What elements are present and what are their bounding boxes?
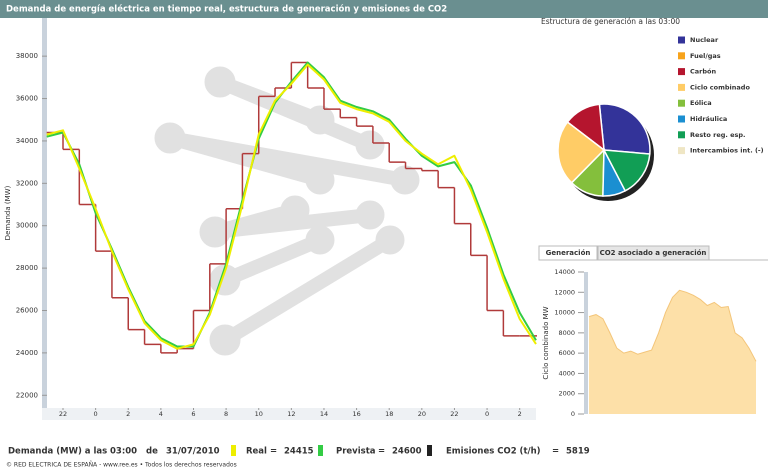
y-tick-label: 0 xyxy=(571,410,575,418)
y-tick-label: 34000 xyxy=(16,137,38,145)
y-tick-label: 4000 xyxy=(558,369,575,377)
real-value: 24415 xyxy=(284,447,314,457)
x-tick-label: 16 xyxy=(352,410,360,418)
y-tick-label: 32000 xyxy=(16,179,38,187)
x-axis-band xyxy=(42,408,536,420)
y-tick-label: 28000 xyxy=(16,264,38,272)
tab-label[interactable]: Generación xyxy=(546,249,591,257)
y-tick-label: 38000 xyxy=(16,52,38,60)
footer: © RED ELECTRICA DE ESPAÑA - www.ree.es •… xyxy=(6,462,237,469)
equals: = xyxy=(378,447,385,457)
x-tick-label: 22 xyxy=(59,410,67,418)
co2-value: 5819 xyxy=(566,447,590,457)
legend-swatch xyxy=(678,99,685,107)
prevista-value: 24600 xyxy=(392,447,422,457)
x-tick-label: 2 xyxy=(126,410,130,418)
x-tick-label: 18 xyxy=(385,410,393,418)
y-tick-label: 24000 xyxy=(16,349,38,357)
header-title: Demanda de energía eléctrica en tiempo r… xyxy=(6,4,447,15)
prevista-swatch xyxy=(318,445,323,456)
legend-swatch xyxy=(678,83,685,91)
y-axis-label: Demanda (MW) xyxy=(4,185,12,240)
prevista-label: Prevista xyxy=(336,447,376,457)
legend-swatch xyxy=(678,52,685,60)
pie-slice xyxy=(602,149,651,192)
pie-slice xyxy=(557,121,606,184)
legend-swatch xyxy=(678,131,685,139)
legend-label: Ciclo combinado xyxy=(690,83,750,91)
y-tick-label: 6000 xyxy=(558,349,575,357)
legend-swatch xyxy=(678,147,685,155)
area-line xyxy=(588,289,757,362)
x-tick-label: 6 xyxy=(191,410,195,418)
info-bar: Demanda (MW) a las 03:00 de 31/07/2010 R… xyxy=(8,445,590,457)
legend-swatch xyxy=(678,115,685,123)
x-tick-label: 14 xyxy=(320,410,328,418)
pie-title: Estructura de generación a las 03:00 xyxy=(541,17,680,26)
y-tick-label: 2000 xyxy=(558,390,575,398)
x-tick-label: 8 xyxy=(224,410,228,418)
x-tick-label: 22 xyxy=(450,410,458,418)
x-tick-label: 10 xyxy=(255,410,263,418)
y-tick-label: 26000 xyxy=(16,307,38,315)
y-axis-bar xyxy=(42,18,47,408)
legend-label: Fuel/gas xyxy=(690,52,721,60)
x-tick-label: 0 xyxy=(485,410,489,418)
legend-label: Intercambios int. (-) xyxy=(690,147,764,155)
y-tick-label: 22000 xyxy=(16,391,38,399)
x-tick-label: 2 xyxy=(518,410,522,418)
info-label: Demanda (MW) a las xyxy=(8,447,107,457)
y-tick-label: 12000 xyxy=(554,288,575,296)
y-tick-label: 36000 xyxy=(16,95,38,103)
area-y-axis-bar xyxy=(584,272,588,414)
info-date: 31/07/2010 xyxy=(166,447,220,457)
equals: = xyxy=(552,447,559,457)
x-tick-label: 20 xyxy=(418,410,426,418)
y-tick-label: 30000 xyxy=(16,222,38,230)
real-swatch xyxy=(231,445,236,456)
x-tick-label: 12 xyxy=(287,410,295,418)
series-line xyxy=(46,63,537,350)
pie-slice xyxy=(598,103,651,155)
y-tick-label: 14000 xyxy=(554,268,575,276)
y-tick-label: 8000 xyxy=(558,329,575,337)
legend-swatch xyxy=(678,36,685,44)
area-y-label: Ciclo combinado MW xyxy=(542,306,550,379)
legend-label: Carbón xyxy=(690,68,716,76)
legend-label: Nuclear xyxy=(690,36,719,44)
co2-swatch xyxy=(427,445,432,456)
co2-label: Emisiones CO2 (t/h) xyxy=(446,447,541,457)
legend-label: Resto reg. esp. xyxy=(690,131,746,139)
info-time: 03:00 xyxy=(110,447,137,457)
info-de: de xyxy=(146,447,158,457)
header-bar xyxy=(0,0,768,18)
real-label: Real xyxy=(246,447,267,457)
x-tick-label: 0 xyxy=(94,410,98,418)
x-tick-label: 4 xyxy=(159,410,163,418)
y-tick-label: 10000 xyxy=(554,309,575,317)
equals: = xyxy=(270,447,277,457)
background-logo xyxy=(154,66,420,356)
legend-swatch xyxy=(678,68,685,76)
tab-label[interactable]: CO2 asociado a generación xyxy=(600,249,707,257)
legend-label: Hidráulica xyxy=(690,115,727,123)
legend-label: Eólica xyxy=(690,99,712,107)
area-fill xyxy=(589,290,756,414)
